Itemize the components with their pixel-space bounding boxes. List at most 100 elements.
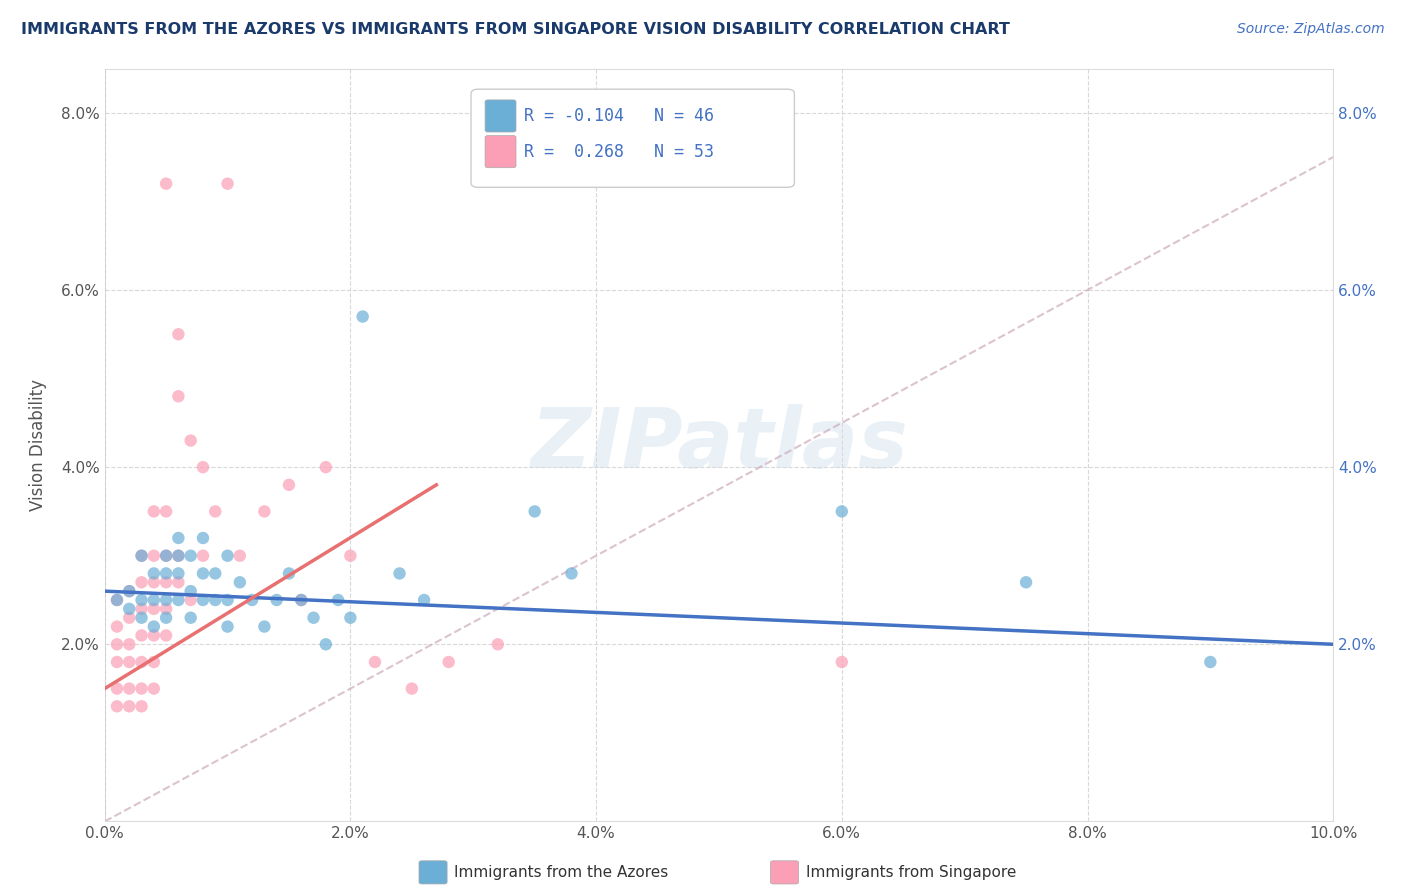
Point: [155, 549, 177, 563]
Point: [131, 549, 153, 563]
Point: [831, 504, 853, 518]
Point: [253, 619, 276, 633]
Point: [315, 637, 337, 651]
Point: [413, 593, 436, 607]
Point: [131, 699, 153, 714]
Point: [180, 584, 202, 599]
Point: [388, 566, 411, 581]
Point: [131, 575, 153, 590]
Point: [118, 681, 141, 696]
Point: [118, 584, 141, 599]
Y-axis label: Vision Disability: Vision Disability: [30, 379, 46, 511]
Point: [302, 611, 325, 625]
Point: [118, 611, 141, 625]
Point: [131, 628, 153, 642]
Point: [105, 655, 128, 669]
Point: [142, 655, 165, 669]
Point: [155, 549, 177, 563]
Point: [155, 628, 177, 642]
Point: [142, 575, 165, 590]
Point: [217, 177, 239, 191]
Point: [240, 593, 263, 607]
Point: [191, 593, 214, 607]
Point: [253, 504, 276, 518]
Point: [118, 602, 141, 616]
Point: [105, 637, 128, 651]
Point: [155, 566, 177, 581]
Point: [352, 310, 374, 324]
Point: [290, 593, 312, 607]
Point: [118, 655, 141, 669]
Point: [339, 549, 361, 563]
Point: [105, 681, 128, 696]
Point: [229, 575, 252, 590]
Point: [191, 460, 214, 475]
Point: [217, 549, 239, 563]
Point: [155, 177, 177, 191]
Point: [167, 593, 190, 607]
Point: [131, 602, 153, 616]
Point: [339, 611, 361, 625]
Point: [315, 460, 337, 475]
Point: [217, 593, 239, 607]
Point: [191, 549, 214, 563]
Point: [142, 593, 165, 607]
Point: [167, 575, 190, 590]
Point: [105, 593, 128, 607]
Point: [167, 327, 190, 342]
Point: [142, 602, 165, 616]
Point: [142, 681, 165, 696]
Point: [142, 566, 165, 581]
Point: [204, 593, 226, 607]
Point: [131, 655, 153, 669]
Point: [118, 699, 141, 714]
Point: [155, 504, 177, 518]
Point: [180, 593, 202, 607]
Point: [155, 593, 177, 607]
Text: IMMIGRANTS FROM THE AZORES VS IMMIGRANTS FROM SINGAPORE VISION DISABILITY CORREL: IMMIGRANTS FROM THE AZORES VS IMMIGRANTS…: [21, 22, 1010, 37]
Text: Source: ZipAtlas.com: Source: ZipAtlas.com: [1237, 22, 1385, 37]
Point: [191, 531, 214, 545]
Point: [142, 504, 165, 518]
Point: [1199, 655, 1222, 669]
Point: [118, 584, 141, 599]
Point: [326, 593, 349, 607]
Point: [167, 389, 190, 403]
Point: [180, 434, 202, 448]
Point: [131, 611, 153, 625]
Point: [278, 478, 301, 492]
Text: ZIPatlas: ZIPatlas: [530, 404, 908, 485]
Point: [105, 593, 128, 607]
Point: [118, 637, 141, 651]
Point: [229, 549, 252, 563]
Point: [204, 504, 226, 518]
Point: [401, 681, 423, 696]
Point: [131, 681, 153, 696]
Point: [167, 531, 190, 545]
Point: [155, 575, 177, 590]
Point: [131, 593, 153, 607]
Point: [831, 655, 853, 669]
Point: [204, 566, 226, 581]
Point: [105, 619, 128, 633]
Point: [217, 619, 239, 633]
Point: [155, 602, 177, 616]
Point: [142, 549, 165, 563]
Point: [191, 566, 214, 581]
Point: [278, 566, 301, 581]
Point: [131, 549, 153, 563]
Point: [1015, 575, 1038, 590]
Point: [290, 593, 312, 607]
Point: [167, 566, 190, 581]
Point: [167, 549, 190, 563]
Text: Immigrants from Singapore: Immigrants from Singapore: [806, 865, 1017, 880]
Point: [155, 611, 177, 625]
Point: [105, 699, 128, 714]
Point: [167, 549, 190, 563]
Text: R =  0.268   N = 53: R = 0.268 N = 53: [524, 143, 714, 161]
Point: [180, 549, 202, 563]
Text: Immigrants from the Azores: Immigrants from the Azores: [454, 865, 668, 880]
Text: R = -0.104   N = 46: R = -0.104 N = 46: [524, 107, 714, 125]
Point: [266, 593, 288, 607]
Point: [364, 655, 387, 669]
